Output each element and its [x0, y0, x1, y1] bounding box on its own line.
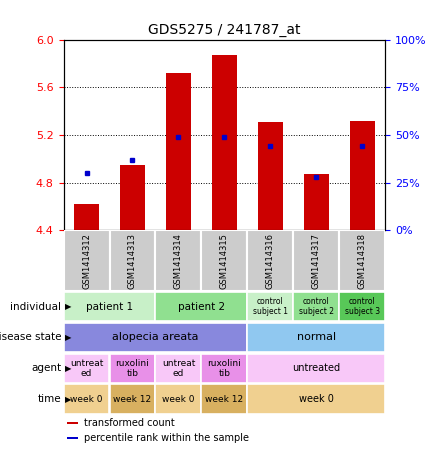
Text: ▶: ▶	[65, 395, 72, 404]
Text: untreated: untreated	[293, 363, 340, 373]
Text: GSM1414312: GSM1414312	[82, 233, 91, 289]
Text: ▶: ▶	[65, 333, 72, 342]
Bar	[339, 292, 385, 322]
Text: control
subject 1: control subject 1	[253, 297, 288, 316]
Text: week 12: week 12	[113, 395, 152, 404]
Text: patient 2: patient 2	[178, 302, 225, 312]
Text: untreat
ed: untreat ed	[70, 359, 103, 378]
Text: week 0: week 0	[299, 394, 334, 404]
Text: transformed count: transformed count	[85, 418, 175, 428]
Bar	[293, 230, 339, 291]
Text: patient 1: patient 1	[86, 302, 133, 312]
Bar	[247, 353, 385, 383]
Bar	[166, 73, 191, 230]
Text: GSM1414314: GSM1414314	[174, 233, 183, 289]
Text: ruxolini
tib: ruxolini tib	[116, 359, 149, 378]
Bar	[350, 121, 375, 230]
Text: GSM1414318: GSM1414318	[358, 233, 367, 289]
Bar	[201, 384, 247, 414]
Bar	[110, 230, 155, 291]
Bar	[155, 230, 201, 291]
Bar	[67, 422, 78, 424]
Bar	[247, 292, 293, 322]
Text: percentile rank within the sample: percentile rank within the sample	[85, 433, 249, 443]
Bar	[293, 292, 339, 322]
Bar	[64, 323, 247, 352]
Bar	[110, 353, 155, 383]
Bar	[64, 230, 110, 291]
Bar	[247, 230, 293, 291]
Text: GSM1414315: GSM1414315	[220, 233, 229, 289]
Bar	[155, 384, 201, 414]
Text: GSM1414317: GSM1414317	[312, 233, 321, 289]
Bar	[120, 165, 145, 230]
Text: agent: agent	[31, 363, 61, 373]
Bar	[212, 55, 237, 230]
Text: control
subject 2: control subject 2	[299, 297, 334, 316]
Bar	[155, 353, 201, 383]
Text: ▶: ▶	[65, 364, 72, 373]
Bar	[247, 384, 385, 414]
Text: control
subject 3: control subject 3	[345, 297, 380, 316]
Bar	[64, 384, 109, 414]
Bar	[339, 230, 385, 291]
Bar	[74, 204, 99, 230]
Text: GSM1414313: GSM1414313	[128, 233, 137, 289]
Title: GDS5275 / 241787_at: GDS5275 / 241787_at	[148, 24, 301, 38]
Bar	[201, 353, 247, 383]
Text: disease state: disease state	[0, 333, 61, 342]
Bar	[64, 353, 109, 383]
Text: untreat
ed: untreat ed	[162, 359, 195, 378]
Text: time: time	[38, 394, 61, 404]
Text: week 12: week 12	[205, 395, 244, 404]
Text: individual: individual	[11, 302, 61, 312]
Text: week 0: week 0	[70, 395, 103, 404]
Text: ▶: ▶	[65, 302, 72, 311]
Bar	[155, 292, 247, 322]
Text: normal: normal	[297, 333, 336, 342]
Bar	[201, 230, 247, 291]
Bar	[64, 292, 155, 322]
Bar	[304, 174, 329, 230]
Text: alopecia areata: alopecia areata	[112, 333, 199, 342]
Text: week 0: week 0	[162, 395, 195, 404]
Bar	[110, 384, 155, 414]
Bar	[67, 437, 78, 439]
Bar	[258, 122, 283, 230]
Text: GSM1414316: GSM1414316	[266, 233, 275, 289]
Bar	[247, 323, 385, 352]
Text: ruxolini
tib: ruxolini tib	[208, 359, 241, 378]
